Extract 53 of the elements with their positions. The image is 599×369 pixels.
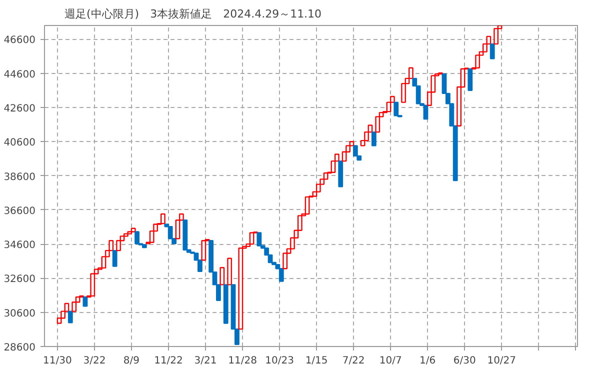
bar	[130, 228, 136, 232]
bar	[82, 296, 88, 307]
bar	[134, 231, 140, 244]
bar	[68, 310, 73, 324]
y-tick-label: 42600	[4, 103, 36, 114]
bar	[352, 145, 358, 157]
x-tick-label: 11/28	[228, 356, 257, 366]
bar	[223, 284, 228, 324]
x-tick-label: 10/7	[379, 356, 402, 366]
y-tick-label: 32600	[4, 274, 36, 286]
x-tick-label: 7/22	[342, 356, 365, 366]
bar	[201, 240, 206, 261]
bar	[494, 28, 499, 45]
bar	[475, 54, 480, 68]
bar	[127, 231, 132, 234]
y-tick-label: 46600	[4, 35, 36, 46]
x-tick-label: 3/22	[83, 356, 106, 366]
x-tick-label: 6/30	[453, 356, 476, 366]
bar	[182, 220, 188, 250]
bar	[375, 116, 380, 133]
bar	[142, 244, 147, 248]
x-tick-label: 10/23	[265, 356, 294, 366]
bar	[468, 68, 473, 91]
x-tick-label: 1/6	[420, 356, 436, 366]
y-tick-label: 30600	[4, 308, 36, 320]
bar	[304, 196, 310, 215]
bar	[249, 232, 254, 245]
bar	[238, 248, 244, 330]
bar	[423, 104, 428, 120]
bar	[490, 43, 495, 60]
bar	[112, 250, 118, 267]
y-tick-label: 34600	[4, 240, 36, 252]
bar	[160, 213, 166, 224]
bar	[227, 258, 232, 286]
x-tick-label: 11/30	[43, 356, 72, 366]
x-tick-label: 11/22	[154, 356, 183, 366]
chart-title: 週足(中心限月) 3本抜新値足 2024.4.29～11.10	[64, 8, 322, 20]
bar	[123, 233, 128, 237]
bar	[256, 232, 262, 246]
bar	[278, 268, 284, 282]
x-tick-label: 1/15	[305, 356, 328, 366]
x-tick-label: 3/21	[194, 356, 217, 366]
y-tick-label: 40600	[4, 138, 36, 149]
y-tick-label: 36600	[4, 206, 36, 217]
bar	[338, 160, 344, 188]
y-tick-label: 44600	[4, 69, 36, 80]
x-tick-label: 10/27	[487, 356, 516, 366]
bar	[220, 267, 225, 286]
bar	[394, 102, 399, 116]
bar	[371, 131, 376, 146]
x-tick-label: 8/9	[123, 356, 140, 366]
y-tick-label: 28600	[4, 342, 36, 354]
y-tick-label: 38600	[4, 172, 36, 183]
